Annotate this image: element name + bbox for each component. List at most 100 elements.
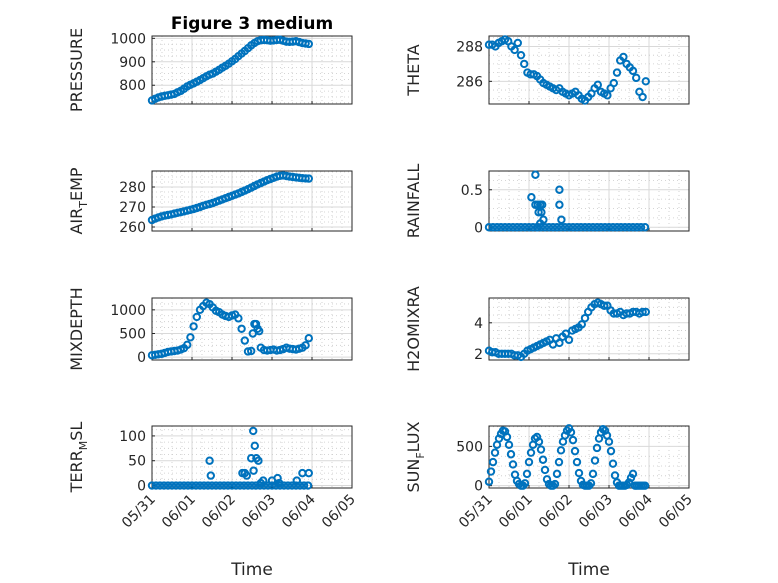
y-tick-label: 2: [474, 347, 483, 363]
y-tick-label: 0: [137, 350, 146, 366]
x-tick-label: 06/03: [576, 492, 616, 532]
data-point: [267, 481, 277, 490]
data-point: [207, 481, 217, 490]
data-point: [574, 468, 584, 478]
data-point: [223, 481, 233, 490]
data-point: [510, 45, 519, 55]
axes-frame: [151, 297, 353, 361]
data-point: [568, 435, 578, 445]
y-axis-label: H2OMIXRA: [404, 286, 423, 372]
data-point: [243, 347, 253, 356]
x-tick-label: 06/02: [199, 492, 239, 532]
y-axis-label: THETA: [404, 44, 423, 96]
data-point: [183, 481, 193, 490]
data-point: [564, 223, 574, 232]
data-point: [560, 223, 570, 232]
data-point: [520, 223, 530, 232]
y-tick-label: 900: [119, 55, 146, 71]
data-point: [492, 223, 502, 232]
data-series: [484, 298, 650, 362]
data-point: [600, 301, 609, 310]
data-point: [488, 457, 498, 467]
data-point: [628, 66, 638, 76]
subplot-bottom-left: 0 50 100 TERRMSL 05/31 06/01 06/02 06/03 06/04 06…: [67, 422, 359, 580]
y-axis-label: RAINFALL: [404, 164, 423, 239]
data-point: [612, 68, 622, 77]
data-point: [603, 91, 612, 100]
x-axis-label: Time: [567, 560, 610, 580]
data-point: [301, 174, 310, 183]
data-series: [147, 298, 313, 360]
data-point: [235, 481, 245, 490]
data-point: [250, 441, 260, 451]
data-point: [620, 223, 630, 232]
data-point: [504, 440, 514, 450]
data-point: [540, 465, 550, 475]
data-point: [538, 455, 548, 464]
data-point: [536, 219, 545, 228]
subplot-mid-bottom-left: 0 500 1000 MIXDEPTH: [67, 287, 353, 371]
data-point: [550, 479, 560, 489]
axes-box: [151, 297, 353, 361]
data-point: [189, 322, 198, 331]
data-point: [186, 333, 195, 342]
data-point: [231, 481, 241, 490]
data-point: [490, 448, 500, 457]
data-point: [628, 469, 638, 479]
data-point: [191, 481, 201, 490]
data-point: [234, 314, 243, 323]
data-point: [537, 208, 546, 217]
data-point: [588, 469, 598, 479]
data-point: [179, 481, 189, 490]
x-tick-label: 06/03: [239, 492, 279, 532]
data-point: [552, 223, 562, 232]
data-point: [486, 467, 496, 476]
data-point: [283, 481, 293, 490]
y-axis-label: SUNFLUX: [404, 421, 427, 492]
y-tick-label: 288: [456, 39, 483, 55]
x-tick-label: 05/31: [119, 492, 159, 532]
data-point: [151, 481, 161, 490]
data-series: [147, 35, 313, 105]
data-point: [287, 481, 297, 490]
data-point: [239, 481, 249, 490]
x-tick-label: 06/04: [279, 491, 319, 531]
data-point: [247, 346, 256, 356]
data-point: [247, 481, 257, 490]
data-series: [484, 424, 650, 490]
data-point: [275, 478, 284, 488]
data-point: [564, 335, 574, 345]
data-point: [580, 313, 590, 323]
data-point: [167, 481, 177, 490]
data-point: [640, 481, 650, 490]
data-point: [624, 223, 634, 232]
y-tick-label: 500: [119, 326, 146, 342]
data-point: [219, 481, 229, 490]
data-point: [632, 73, 641, 83]
data-point: [586, 479, 596, 488]
data-point: [304, 468, 313, 478]
data-point: [638, 307, 647, 317]
data-series: [484, 170, 650, 232]
x-tick-label: 06/05: [319, 492, 359, 532]
data-point: [556, 446, 566, 455]
data-point: [159, 481, 169, 490]
data-point: [254, 456, 263, 465]
data-point: [555, 185, 564, 194]
data-point: [608, 223, 618, 232]
data-point: [506, 450, 516, 459]
data-point: [527, 193, 536, 202]
data-point: [534, 208, 543, 217]
data-point: [259, 476, 268, 485]
data-point: [301, 341, 310, 350]
y-tick-label: 500: [456, 439, 483, 455]
data-point: [205, 456, 214, 465]
data-point: [502, 432, 512, 442]
data-point: [580, 223, 590, 232]
data-point: [206, 471, 216, 480]
data-point: [592, 223, 602, 232]
y-tick-label: 4: [474, 316, 483, 332]
y-tick-label: 50: [128, 454, 146, 470]
